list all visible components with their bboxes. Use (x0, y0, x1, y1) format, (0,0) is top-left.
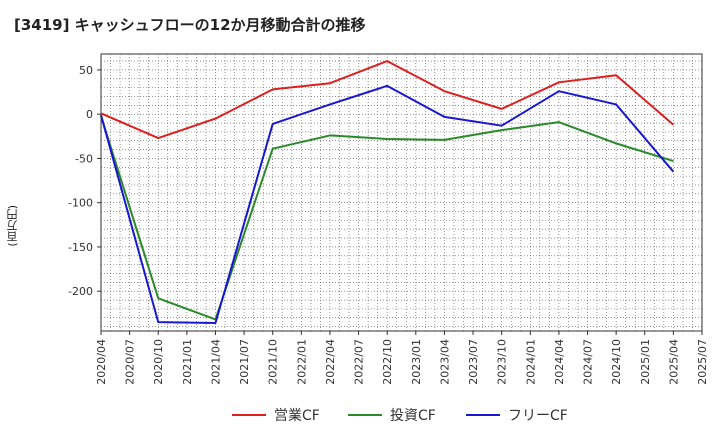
chart-title: [3419] キャッシュフローの12か月移動合計の推移 (14, 16, 366, 34)
x-tick-label: 2020/07 (124, 339, 137, 385)
x-tick-label: 2023/01 (410, 339, 423, 385)
x-tick-label: 2023/07 (467, 339, 480, 385)
x-tick-label: 2022/07 (353, 339, 366, 385)
x-tick-label: 2021/01 (181, 339, 194, 385)
x-tick-label: 2022/10 (381, 339, 394, 385)
y-tick-label: -200 (68, 285, 93, 298)
series-lines (100, 60, 675, 325)
plot-frame (100, 53, 703, 332)
x-tick-label: 2024/10 (610, 339, 623, 385)
y-tick-labels: 50 0 -50 -100 -150 -200 (68, 64, 93, 298)
x-tick-label: 2025/04 (667, 339, 680, 385)
x-tick-label: 2022/01 (295, 339, 308, 385)
series-line-2 (100, 115, 674, 321)
y-tick-label: -100 (68, 197, 93, 210)
x-tick-label: 2020/10 (152, 339, 165, 385)
legend-label-1: 営業CF (274, 408, 320, 424)
x-tick-label: 2021/04 (209, 339, 222, 385)
x-tick-label: 2021/07 (238, 339, 251, 385)
x-tick-label: 2024/07 (582, 339, 595, 385)
x-tick-label: 2025/07 (696, 339, 709, 385)
x-tick-label: 2020/04 (95, 339, 108, 385)
x-tick-label: 2022/04 (324, 339, 337, 385)
x-tick-label: 2023/10 (496, 339, 509, 385)
y-tick-label: -50 (75, 152, 93, 165)
y-tick-label: 0 (86, 108, 93, 121)
y-tick-label: -150 (68, 241, 93, 254)
series-line-1 (100, 60, 675, 140)
x-tick-label: 2021/10 (267, 339, 280, 385)
x-tick-labels: 2020/04 2020/07 2020/10 2021/01 2021/04 2021/… (95, 339, 709, 385)
x-tick-label: 2024/01 (524, 339, 537, 385)
legend: 営業CF 投資CF フリーCF (232, 408, 568, 424)
grid-lines (100, 54, 703, 331)
series-line-3 (100, 84, 675, 325)
x-tick-label: 2024/04 (553, 339, 566, 385)
legend-label-2: 投資CF (390, 408, 436, 424)
legend-label-3: フリーCF (508, 408, 568, 424)
x-tick-label: 2025/01 (639, 339, 652, 385)
axes (97, 53, 703, 335)
y-tick-label: 50 (79, 64, 93, 77)
x-tick-label: 2023/04 (438, 339, 451, 385)
